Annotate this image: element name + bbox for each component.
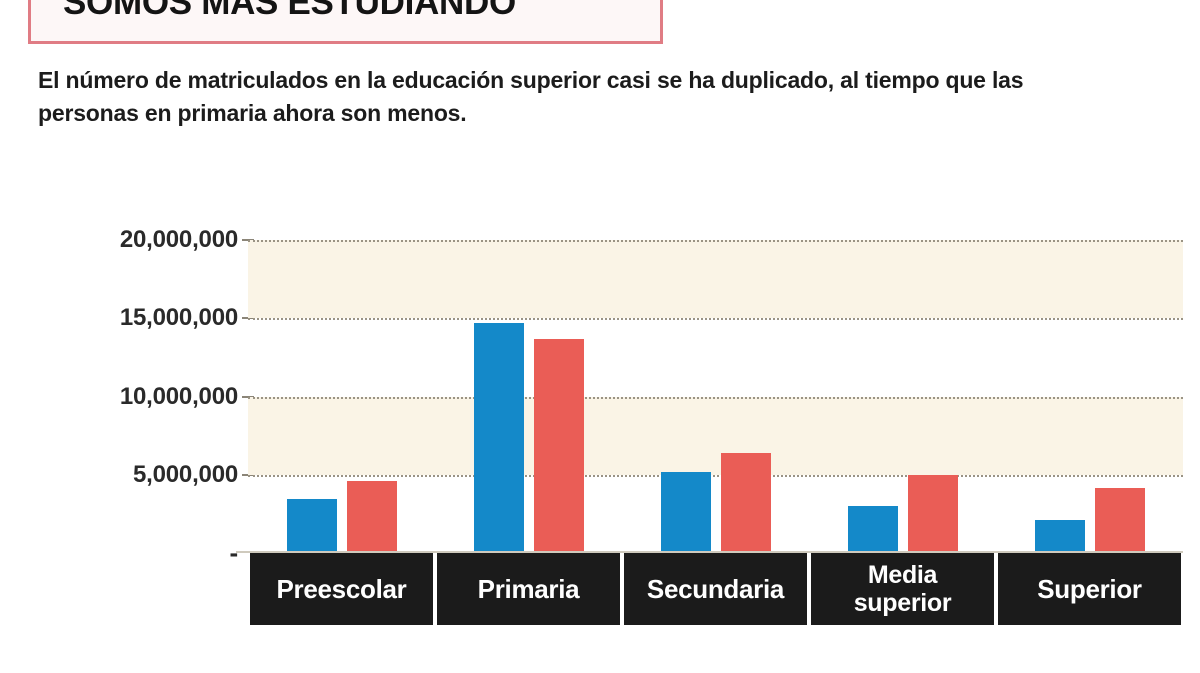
bar (346, 481, 397, 553)
title-box: SOMOS MÁS ESTUDIANDO (28, 0, 663, 44)
y-axis-tick-label: 20,000,000 (119, 226, 238, 253)
bar-group (996, 240, 1183, 553)
category-label: Preescolar (248, 553, 435, 625)
bar-group (435, 240, 622, 553)
bar (1034, 520, 1085, 553)
y-axis: - 5,000,000 10,000,000 15,000,000 20,000,000 (28, 0, 254, 673)
bar (907, 474, 958, 553)
bar-group (248, 240, 435, 553)
category-axis: Preescolar Primaria Secundaria Media superio… (248, 553, 1183, 625)
y-axis-tick-label: - (229, 537, 239, 568)
bar (847, 506, 898, 553)
bar (533, 338, 584, 553)
bar (473, 322, 524, 553)
y-axis-tick-label: 15,000,000 (119, 304, 238, 332)
axis-baseline (236, 551, 1183, 553)
gridline (248, 240, 1183, 242)
page-title: SOMOS MÁS ESTUDIANDO (63, 0, 516, 22)
bar (1094, 488, 1145, 553)
y-axis-tick-label: 5,000,000 (133, 460, 238, 488)
category-label: Secundaria (622, 553, 809, 625)
bar (286, 499, 337, 553)
category-label: Primaria (435, 553, 622, 625)
y-axis-tick-label: 10,000,000 (119, 382, 238, 410)
bar (660, 471, 711, 553)
subtitle-text: El número de matriculados en la educació… (38, 67, 1024, 126)
bar (720, 452, 771, 553)
gridline (248, 396, 1183, 399)
bar-group (622, 240, 809, 553)
gridline (248, 474, 1183, 477)
plot-band (248, 240, 1183, 319)
category-label: Superior (996, 553, 1183, 625)
bar-group (809, 240, 996, 553)
gridline (248, 318, 1183, 321)
category-label: Media superior (809, 553, 996, 625)
plot-area (248, 240, 1183, 553)
plot-band (248, 396, 1183, 475)
